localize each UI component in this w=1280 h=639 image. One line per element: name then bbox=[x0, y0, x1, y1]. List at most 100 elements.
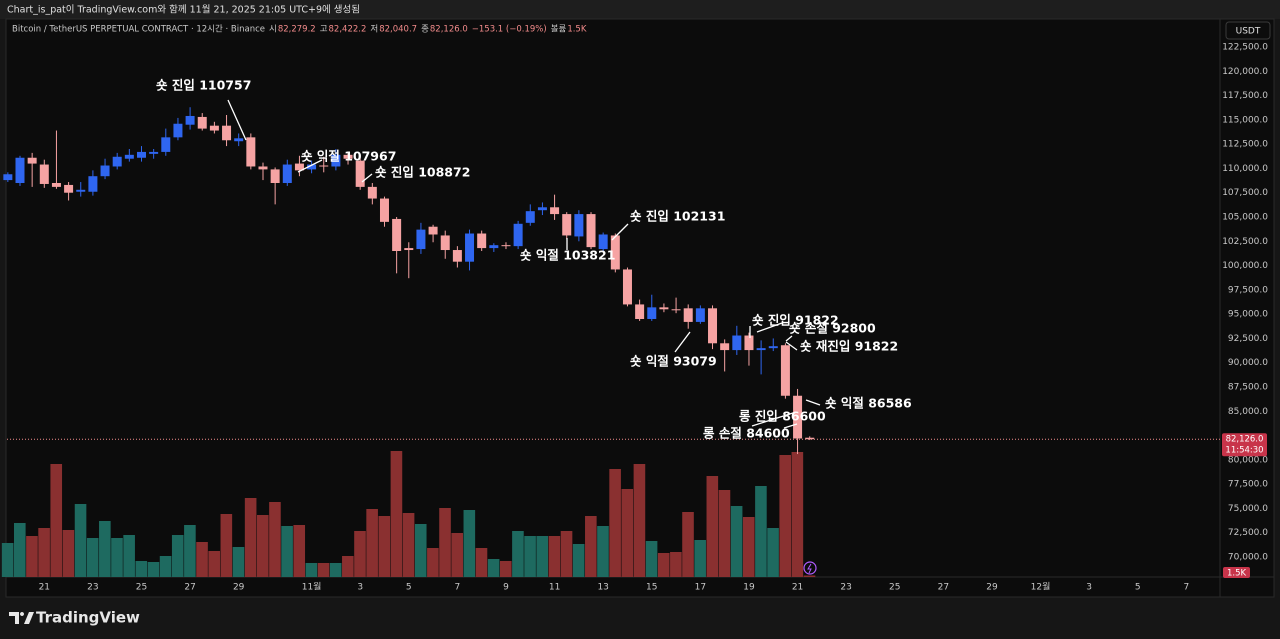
candle-body bbox=[136, 151, 146, 158]
alert-icon[interactable] bbox=[803, 561, 817, 575]
candle-body bbox=[331, 154, 341, 167]
y-tick-label: 85,000.0 bbox=[1228, 407, 1268, 417]
volume-bar bbox=[111, 538, 123, 577]
currency-button[interactable] bbox=[1225, 21, 1271, 40]
candle-body bbox=[550, 207, 560, 215]
volume-bar bbox=[208, 551, 220, 577]
volume-bar bbox=[463, 510, 476, 577]
legend-value: 82,279.2 bbox=[278, 25, 316, 35]
candle-body bbox=[720, 343, 730, 351]
candle-body bbox=[671, 309, 681, 311]
volume-bar bbox=[99, 521, 111, 577]
volume-bar bbox=[329, 563, 342, 577]
candle-body bbox=[768, 346, 778, 349]
y-tick-label: 80,000.0 bbox=[1228, 455, 1268, 465]
volume-bar bbox=[427, 548, 439, 577]
brand: TradingView bbox=[36, 609, 140, 627]
candle-body bbox=[489, 245, 499, 249]
volume-bar bbox=[147, 562, 160, 577]
candle-body bbox=[610, 235, 620, 270]
candle-body bbox=[780, 345, 790, 396]
candle-body bbox=[404, 248, 414, 251]
volume-bar bbox=[657, 553, 670, 577]
y-tick-label: 72,500.0 bbox=[1228, 528, 1268, 538]
annotation: 숏 진입 102131 bbox=[630, 209, 725, 224]
candle-body bbox=[708, 308, 718, 344]
volume-bar bbox=[609, 469, 621, 577]
volume-bar bbox=[342, 556, 354, 577]
annotation: 숏 익절 93079 bbox=[630, 354, 717, 369]
candle-body bbox=[756, 348, 766, 351]
candle-body bbox=[452, 250, 462, 262]
volume-bar bbox=[524, 536, 536, 577]
volume-bar bbox=[694, 540, 706, 577]
candle-body bbox=[234, 138, 244, 142]
y-tick-label: 110,000.0 bbox=[1222, 164, 1268, 174]
candle-body bbox=[222, 125, 232, 141]
top-bar bbox=[0, 0, 1280, 19]
candle-body bbox=[197, 116, 207, 129]
candle-body bbox=[282, 164, 292, 183]
x-tick-label: 23 bbox=[840, 583, 851, 593]
candle-body bbox=[100, 165, 110, 177]
candle-body bbox=[586, 214, 596, 248]
candle-body bbox=[307, 164, 317, 170]
volume-bar bbox=[281, 526, 293, 577]
volume-bar bbox=[293, 525, 306, 577]
legend-label: 볼륨 bbox=[551, 24, 567, 35]
y-tick-label: 122,500.0 bbox=[1222, 42, 1268, 52]
volume-bar bbox=[645, 541, 658, 577]
candle-body bbox=[744, 335, 754, 351]
candle-body bbox=[27, 157, 37, 164]
volume-bar bbox=[402, 513, 415, 577]
legend-change: −153.1 (−0.19%) bbox=[472, 25, 547, 35]
volume-bar bbox=[560, 531, 573, 577]
currency[interactable]: USDT bbox=[1236, 27, 1261, 37]
x-tick-label: 5 bbox=[406, 583, 412, 593]
candle-body bbox=[513, 223, 523, 247]
volume-tag-value: 1.5K bbox=[1227, 569, 1247, 579]
caption: Chart_is_pat이 TradingView.com와 함께 11월 21… bbox=[7, 4, 360, 16]
candle-body bbox=[319, 165, 329, 167]
annotation-line bbox=[751, 411, 797, 427]
candle-body bbox=[355, 160, 365, 187]
candle-body bbox=[440, 235, 450, 251]
annotation-line bbox=[227, 99, 247, 141]
x-tick-label: 21 bbox=[792, 583, 803, 593]
x-tick-label: 3 bbox=[357, 583, 363, 593]
volume-bar bbox=[317, 563, 330, 577]
candle-body bbox=[562, 214, 572, 236]
annotation: 숏 진입 108872 bbox=[375, 165, 470, 180]
x-tick-label: 12월 bbox=[1031, 581, 1051, 593]
y-tick-label: 100,000.0 bbox=[1222, 261, 1268, 271]
candle-body bbox=[161, 137, 171, 152]
volume-bar bbox=[232, 547, 245, 577]
volume-bar bbox=[74, 504, 87, 577]
volume-bar bbox=[86, 538, 99, 577]
candle-body bbox=[258, 166, 268, 170]
volume-bar bbox=[803, 575, 816, 577]
volume-bar bbox=[742, 517, 755, 577]
annotation: 롱 손절 84600 bbox=[703, 426, 790, 441]
volume-bar bbox=[414, 524, 427, 577]
volume-bar bbox=[548, 536, 561, 577]
candle-body bbox=[598, 234, 608, 250]
x-tick-label: 3 bbox=[1086, 583, 1092, 593]
volume-bar bbox=[730, 506, 743, 577]
y-tick-label: 95,000.0 bbox=[1228, 310, 1268, 320]
candle-body bbox=[64, 184, 74, 193]
legend-value: 1.5K bbox=[567, 25, 587, 35]
volume-bar bbox=[597, 526, 609, 577]
candle-body bbox=[659, 307, 669, 310]
candle-body bbox=[15, 157, 25, 183]
candle-body bbox=[39, 164, 49, 184]
volume-bar bbox=[706, 476, 719, 577]
candle-body bbox=[501, 245, 511, 247]
candle-body bbox=[3, 174, 13, 181]
candle-body bbox=[343, 154, 353, 159]
annotation-line bbox=[756, 322, 783, 333]
candle-body bbox=[173, 123, 183, 138]
candle-body bbox=[379, 198, 389, 222]
candle-body bbox=[574, 214, 584, 237]
